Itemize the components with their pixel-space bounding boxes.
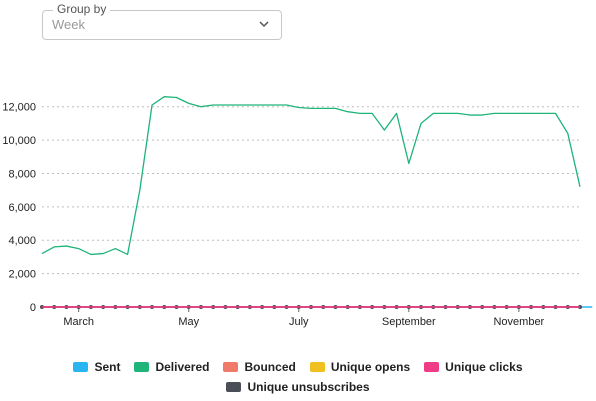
y-tick-label: 12,000: [2, 102, 36, 114]
legend-item-sent[interactable]: Sent: [73, 360, 120, 374]
y-tick-label: 10,000: [2, 135, 36, 147]
legend-swatch: [226, 382, 242, 392]
series-line-delivered: [41, 96, 581, 256]
group-by-select[interactable]: Group by Week: [42, 2, 282, 40]
group-by-label: Group by: [53, 2, 111, 16]
legend-swatch: [309, 362, 325, 372]
y-tick-label: 2,000: [8, 269, 36, 281]
legend-swatch: [73, 362, 89, 372]
chevron-down-icon: [259, 21, 269, 28]
legend-label: Unique opens: [330, 360, 411, 374]
legend-label: Unique clicks: [445, 360, 523, 374]
legend-label: Delivered: [155, 360, 210, 374]
x-tick-label: May: [178, 316, 199, 328]
legend-label: Sent: [94, 360, 121, 374]
line-chart: 0 2,000 4,000 6,000 8,000 10,000 12,000 March Ma…: [2, 96, 593, 328]
legend-swatch: [223, 362, 239, 372]
x-tick-label: July: [289, 316, 309, 328]
legend-swatch: [424, 362, 440, 372]
y-tick-label: 4,000: [8, 235, 36, 247]
legend-item-unique-unsubscribes[interactable]: Unique unsubscribes: [226, 380, 370, 394]
x-tick-label: March: [63, 316, 94, 328]
legend-label: Unique unsubscribes: [247, 380, 370, 394]
legend-label: Bounced: [244, 360, 296, 374]
legend-item-unique-clicks[interactable]: Unique clicks: [424, 360, 523, 374]
chart-legend: Sent Delivered Bounced Unique opens Unique c…: [0, 357, 596, 397]
y-tick-label: 8,000: [8, 168, 36, 180]
legend-swatch: [134, 362, 150, 372]
y-tick-label: 0: [30, 302, 36, 314]
legend-item-delivered[interactable]: Delivered: [134, 360, 209, 374]
group-by-value: Week: [52, 17, 85, 32]
legend-item-bounced[interactable]: Bounced: [223, 360, 296, 374]
x-tick-label: November: [493, 316, 544, 328]
y-tick-label: 6,000: [8, 202, 36, 214]
legend-item-unique-opens[interactable]: Unique opens: [309, 360, 411, 374]
x-tick-label: September: [382, 316, 436, 328]
